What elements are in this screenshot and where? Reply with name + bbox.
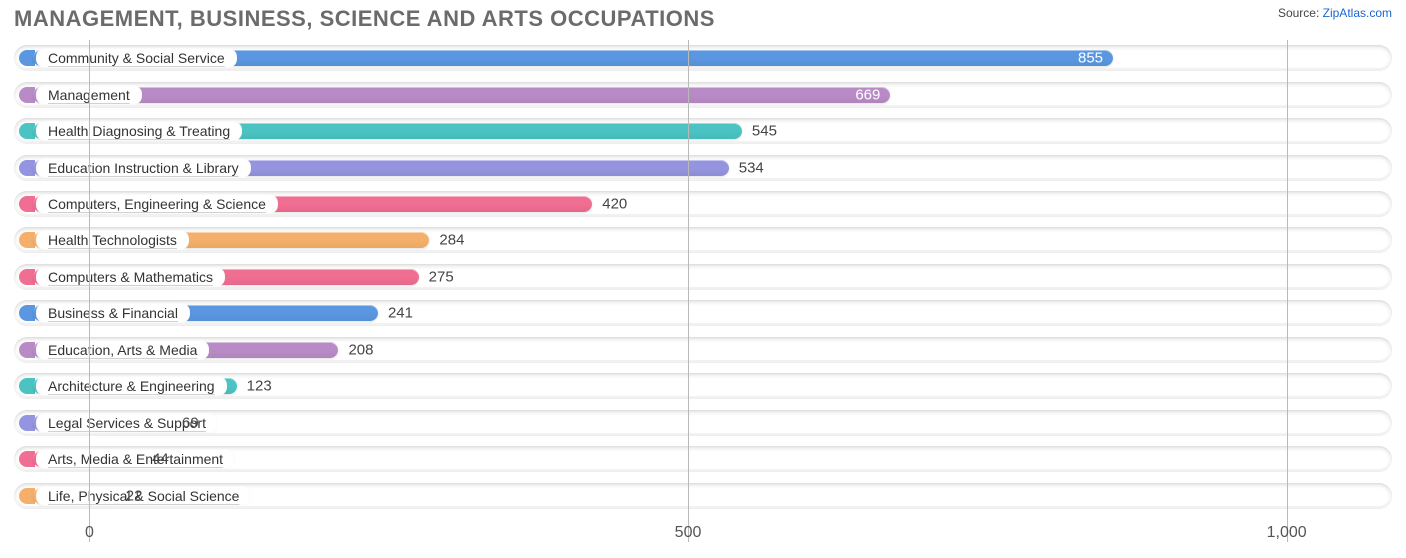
value-label: 545 [752, 123, 777, 140]
bar-row: Life, Physical & Social Science22 [14, 483, 1392, 509]
bar: 669 [33, 87, 890, 103]
bar-row: Legal Services & Support69 [14, 410, 1392, 436]
category-label: Architecture & Engineering [36, 376, 227, 396]
bar-row: Computers, Engineering & Science 420 [14, 191, 1392, 217]
value-label: 275 [429, 268, 454, 285]
category-label: Business & Financial [36, 303, 190, 323]
bar-row: Computers & Mathematics 275 [14, 264, 1392, 290]
category-label: Education, Arts & Media [36, 340, 209, 360]
value-label: 284 [439, 232, 464, 249]
x-axis-label: 0 [85, 524, 94, 542]
bar-row: Education, Arts & Media 208 [14, 337, 1392, 363]
bar-row: Architecture & Engineering 123 [14, 373, 1392, 399]
value-label: 69 [182, 414, 199, 431]
bar-row: Arts, Media & Entertainment44 [14, 446, 1392, 472]
category-label: Computers, Engineering & Science [36, 194, 278, 214]
category-label: Life, Physical & Social Science [36, 486, 251, 506]
gridline [688, 40, 689, 542]
bar-track [14, 410, 1392, 436]
value-label: 22 [126, 487, 143, 504]
gridline [1287, 40, 1288, 542]
category-label: Education Instruction & Library [36, 158, 251, 178]
bar-row: Health Technologists 284 [14, 227, 1392, 253]
value-label: 241 [388, 305, 413, 322]
x-axis-label: 1,000 [1267, 524, 1307, 542]
source-name: ZipAtlas.com [1323, 6, 1392, 20]
category-label: Arts, Media & Entertainment [36, 449, 235, 469]
category-label: Health Technologists [36, 230, 189, 250]
value-label: 855 [1078, 50, 1103, 67]
header-row: MANAGEMENT, BUSINESS, SCIENCE AND ARTS O… [0, 0, 1406, 32]
bar-rows: 855 Community & Social Service 669Manageme… [14, 40, 1392, 514]
chart-title: MANAGEMENT, BUSINESS, SCIENCE AND ARTS O… [14, 6, 715, 32]
value-label: 123 [247, 378, 272, 395]
plot-area: 855 Community & Social Service 669Manageme… [14, 40, 1392, 514]
gridline [89, 40, 90, 542]
value-label: 669 [855, 86, 880, 103]
value-label: 208 [348, 341, 373, 358]
category-label: Health Diagnosing & Treating [36, 121, 242, 141]
value-label: 420 [602, 196, 627, 213]
category-label: Community & Social Service [36, 48, 237, 68]
bar-row: Business & Financial 241 [14, 300, 1392, 326]
x-axis-label: 500 [675, 524, 702, 542]
bar-row: Education Instruction & Library 534 [14, 155, 1392, 181]
value-label: 534 [739, 159, 764, 176]
source-label: Source: [1278, 6, 1319, 20]
bar-row: 669Management [14, 82, 1392, 108]
bar-row: Health Diagnosing & Treating 545 [14, 118, 1392, 144]
source-attribution: Source: ZipAtlas.com [1278, 6, 1392, 22]
value-label: 44 [152, 451, 169, 468]
bar-row: 855 Community & Social Service [14, 45, 1392, 71]
occupations-chart: MANAGEMENT, BUSINESS, SCIENCE AND ARTS O… [0, 0, 1406, 558]
category-label: Computers & Mathematics [36, 267, 225, 287]
